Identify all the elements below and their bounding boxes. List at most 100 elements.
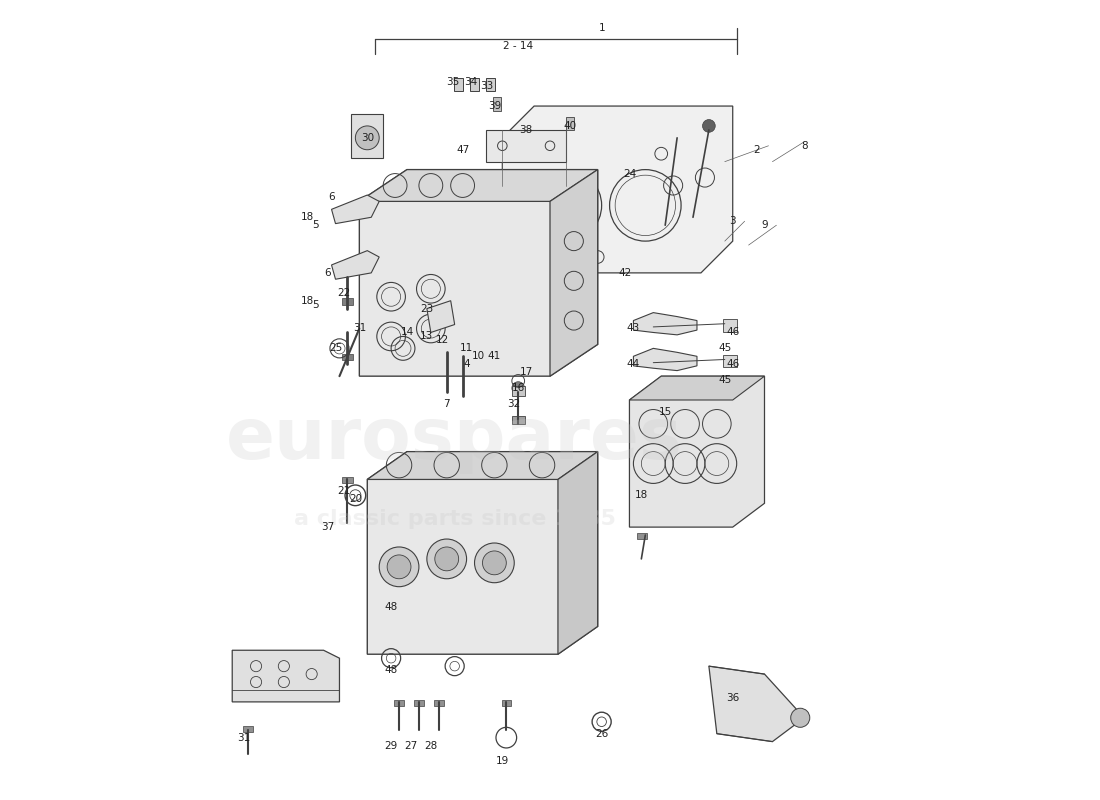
Bar xyxy=(723,354,737,367)
Text: 35: 35 xyxy=(447,78,460,87)
Text: 3: 3 xyxy=(729,216,736,226)
Text: 46: 46 xyxy=(726,327,739,338)
Text: eurospares: eurospares xyxy=(227,406,683,474)
Text: 46: 46 xyxy=(726,359,739,370)
Text: 32: 32 xyxy=(507,399,521,409)
Polygon shape xyxy=(708,666,804,742)
Text: 19: 19 xyxy=(496,757,509,766)
Text: 14: 14 xyxy=(400,327,414,338)
Text: 40: 40 xyxy=(563,121,576,131)
Text: 8: 8 xyxy=(801,141,807,150)
Polygon shape xyxy=(331,195,379,224)
Text: 48: 48 xyxy=(385,602,398,611)
Bar xyxy=(351,114,383,158)
Polygon shape xyxy=(331,250,379,279)
Bar xyxy=(486,78,495,91)
Circle shape xyxy=(483,551,506,574)
Circle shape xyxy=(512,382,525,394)
Bar xyxy=(415,699,424,706)
Bar xyxy=(565,117,574,130)
Polygon shape xyxy=(550,170,597,376)
Bar xyxy=(512,386,525,396)
Text: 44: 44 xyxy=(627,359,640,370)
Text: 38: 38 xyxy=(519,125,532,135)
Circle shape xyxy=(434,547,459,571)
Text: 10: 10 xyxy=(472,351,485,362)
Text: 13: 13 xyxy=(420,331,433,342)
Text: 24: 24 xyxy=(623,169,636,178)
Text: 39: 39 xyxy=(487,101,500,111)
Bar xyxy=(243,726,253,732)
Circle shape xyxy=(703,119,715,132)
Text: 20: 20 xyxy=(349,494,362,504)
Polygon shape xyxy=(558,452,597,654)
Text: 18: 18 xyxy=(301,296,315,306)
Polygon shape xyxy=(367,452,597,654)
Text: 18: 18 xyxy=(301,212,315,222)
Text: 23: 23 xyxy=(420,304,433,314)
Text: 34: 34 xyxy=(464,78,477,87)
Bar xyxy=(342,354,353,360)
Polygon shape xyxy=(629,376,764,527)
Bar xyxy=(394,699,404,706)
Text: 6: 6 xyxy=(324,268,331,278)
Polygon shape xyxy=(360,170,597,202)
Bar xyxy=(470,78,480,91)
Text: 31: 31 xyxy=(238,733,251,742)
Bar xyxy=(493,97,500,111)
Bar xyxy=(512,416,525,424)
Text: 30: 30 xyxy=(361,133,374,143)
Text: 31: 31 xyxy=(353,323,366,334)
Text: 9: 9 xyxy=(761,220,768,230)
Text: 2 - 14: 2 - 14 xyxy=(503,42,534,51)
Polygon shape xyxy=(427,301,454,333)
Text: 28: 28 xyxy=(425,741,438,750)
Text: 26: 26 xyxy=(595,729,608,738)
Bar xyxy=(723,319,737,332)
Text: 16: 16 xyxy=(512,383,525,393)
Text: 12: 12 xyxy=(436,335,450,346)
Polygon shape xyxy=(486,130,565,162)
Text: 42: 42 xyxy=(619,268,632,278)
Text: 18: 18 xyxy=(635,490,648,500)
Text: 33: 33 xyxy=(480,81,493,91)
Bar xyxy=(502,699,512,706)
Text: 43: 43 xyxy=(627,323,640,334)
Circle shape xyxy=(379,547,419,586)
Text: 45: 45 xyxy=(718,343,732,354)
Text: 37: 37 xyxy=(321,522,334,532)
Bar xyxy=(342,298,353,305)
Text: 21: 21 xyxy=(337,486,350,496)
Text: 5: 5 xyxy=(312,300,319,310)
Circle shape xyxy=(387,555,411,578)
Circle shape xyxy=(355,126,380,150)
Text: 47: 47 xyxy=(456,145,470,154)
Text: 1: 1 xyxy=(598,23,605,33)
Text: 36: 36 xyxy=(726,693,739,703)
Polygon shape xyxy=(367,452,597,479)
Text: 15: 15 xyxy=(659,407,672,417)
Polygon shape xyxy=(634,348,697,370)
Text: 11: 11 xyxy=(460,343,473,354)
Text: 29: 29 xyxy=(385,741,398,750)
Text: 45: 45 xyxy=(718,375,732,385)
Circle shape xyxy=(474,543,515,582)
Text: 2: 2 xyxy=(754,145,760,154)
Polygon shape xyxy=(360,170,597,376)
Text: a classic parts since 1985: a classic parts since 1985 xyxy=(294,509,616,529)
Bar xyxy=(454,78,463,91)
Bar xyxy=(434,699,443,706)
Text: 48: 48 xyxy=(385,665,398,675)
Text: 27: 27 xyxy=(405,741,418,750)
Text: 41: 41 xyxy=(487,351,500,362)
Polygon shape xyxy=(503,106,733,273)
Polygon shape xyxy=(634,313,697,335)
Bar xyxy=(342,477,353,483)
Text: 7: 7 xyxy=(443,399,450,409)
Text: 17: 17 xyxy=(519,367,532,377)
Circle shape xyxy=(791,708,810,727)
Text: 5: 5 xyxy=(312,220,319,230)
Text: 22: 22 xyxy=(337,288,350,298)
Text: 4: 4 xyxy=(463,359,470,370)
Polygon shape xyxy=(629,376,764,400)
